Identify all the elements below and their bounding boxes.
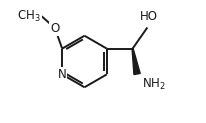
- Text: NH$_2$: NH$_2$: [142, 77, 165, 92]
- Polygon shape: [132, 48, 140, 75]
- Text: O: O: [50, 22, 60, 35]
- Text: HO: HO: [140, 10, 158, 23]
- Text: CH$_3$: CH$_3$: [17, 9, 41, 24]
- Text: N: N: [58, 68, 67, 81]
